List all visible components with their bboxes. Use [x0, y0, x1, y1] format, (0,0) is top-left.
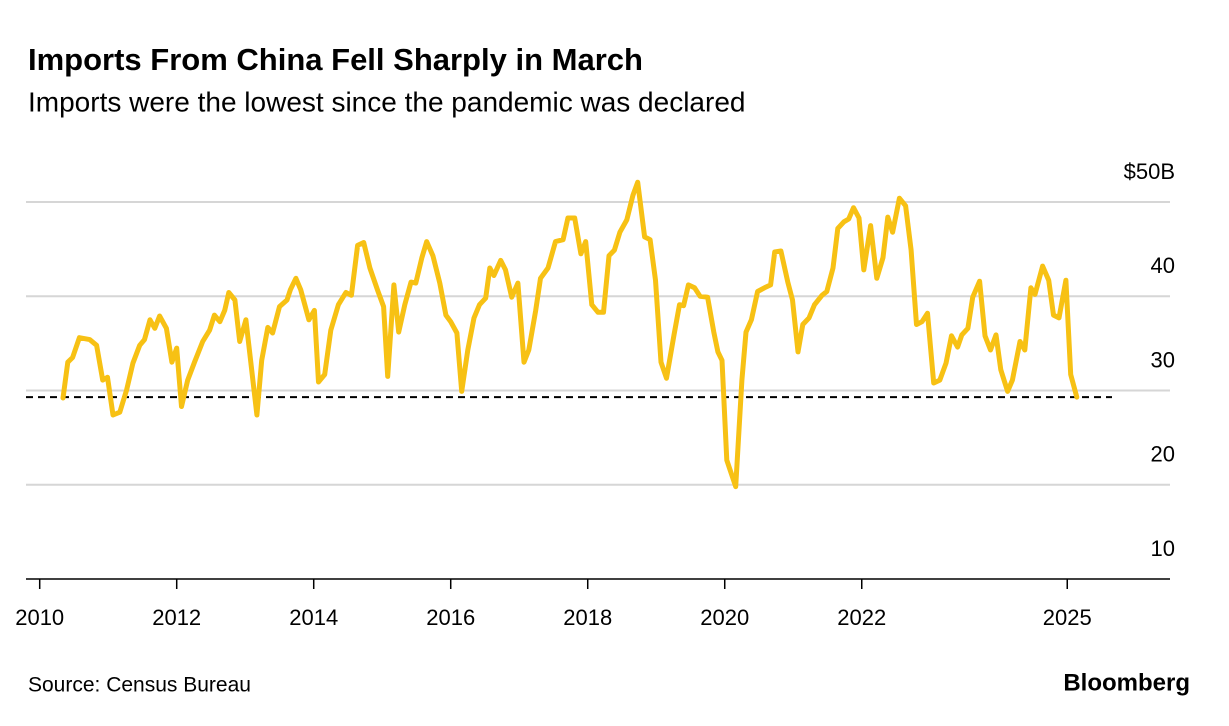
y-tick-label: 20 — [1151, 442, 1175, 467]
y-tick-label: 30 — [1151, 347, 1175, 372]
x-tick-label: 2012 — [152, 605, 201, 630]
x-tick-label: 2010 — [15, 605, 64, 630]
x-tick-label: 2025 — [1043, 605, 1092, 630]
y-tick-label: $50B — [1124, 159, 1175, 184]
brand: Bloomberg — [1063, 669, 1190, 696]
x-tick-label: 2020 — [700, 605, 749, 630]
chart-subtitle: Imports were the lowest since the pandem… — [28, 86, 745, 117]
chart-title: Imports From China Fell Sharply in March — [28, 42, 643, 77]
data-line — [60, 179, 1080, 490]
y-tick-label: 10 — [1151, 536, 1175, 561]
x-tick-label: 2014 — [289, 605, 338, 630]
x-tick-label: 2018 — [563, 605, 612, 630]
x-tick-label: 2016 — [426, 605, 475, 630]
y-tick-label: 40 — [1151, 253, 1175, 278]
source: Source: Census Bureau — [28, 674, 251, 697]
x-tick-label: 2022 — [837, 605, 886, 630]
